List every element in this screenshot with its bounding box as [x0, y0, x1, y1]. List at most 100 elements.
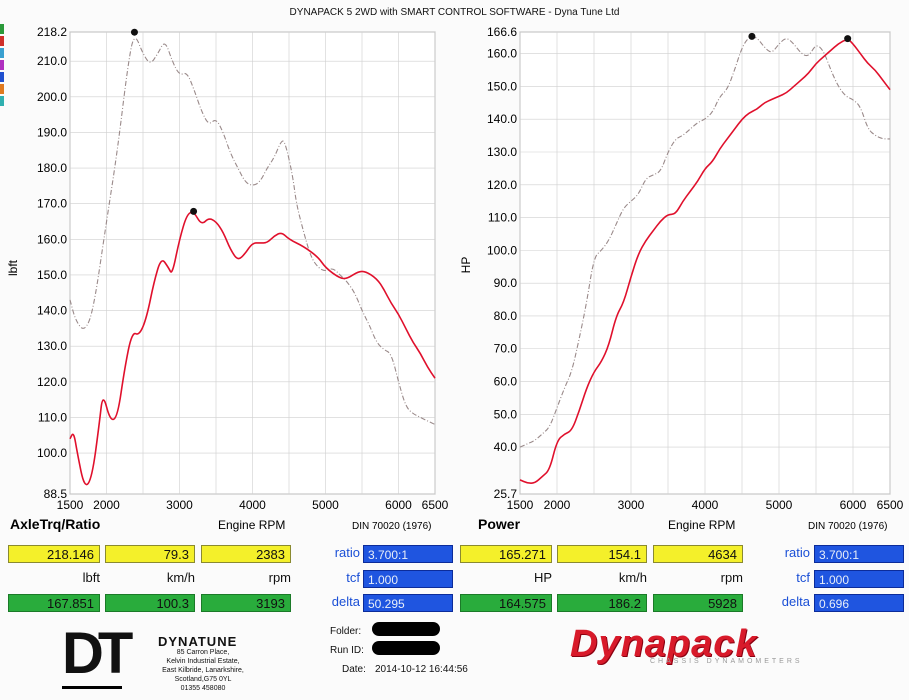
- dynapack-wordmark: Dynapack: [570, 623, 758, 665]
- y-tick-label: 120.0: [487, 178, 517, 192]
- secondary-power-speed: 186.2: [557, 594, 647, 612]
- address-line: East Kilbride, Lanarkshire,: [162, 667, 244, 674]
- tcf-value: 1.000: [814, 570, 904, 588]
- y-tick-label: 110.0: [488, 211, 517, 225]
- ratio-label: ratio: [334, 545, 360, 560]
- color-swatch: [0, 24, 4, 34]
- secondary-torque-value: 167.851: [8, 594, 100, 612]
- date-label: Date:: [342, 664, 366, 675]
- delta-label: delta: [781, 594, 810, 609]
- x-tick-label: 4000: [692, 498, 719, 512]
- secondary-torque-rpm: 3193: [201, 594, 291, 612]
- y-tick-label: 150.0: [487, 79, 517, 93]
- y-tick-label: 200.0: [37, 90, 67, 104]
- color-swatch: [0, 36, 4, 46]
- ratio-label: ratio: [784, 545, 810, 560]
- y-tick-label: 88.5: [44, 487, 68, 501]
- x-tick-label: 3000: [166, 498, 193, 512]
- peak-power-rpm: 4634: [653, 545, 743, 563]
- color-swatch: [0, 96, 4, 106]
- x-tick-label: 1500: [57, 498, 84, 512]
- x-tick-label: 5000: [766, 498, 793, 512]
- company-name: DYNATUNE: [158, 634, 238, 649]
- dynapack-tagline: CHASSIS DYNAMOMETERS: [650, 658, 803, 665]
- tcf-label: tcf: [796, 570, 810, 585]
- color-swatch: [0, 84, 4, 94]
- y-tick-label: 170.0: [37, 197, 67, 211]
- chart-title: Power: [478, 516, 521, 532]
- run-id-label: Run ID:: [330, 645, 364, 656]
- x-tick-label: 6000: [840, 498, 867, 512]
- power-dashed-curve: [519, 36, 890, 448]
- x-tick-label: 5000: [312, 498, 339, 512]
- power-solid-curve: [519, 39, 891, 485]
- y-tick-label: 100.0: [37, 446, 67, 460]
- address-line: Scotland,G75 0YL: [174, 676, 232, 683]
- chart-note: DIN 70020 (1976): [352, 521, 432, 532]
- dynatune-logo: DT: [62, 622, 142, 694]
- unit-label: km/h: [618, 570, 647, 585]
- chart-note: DIN 70020 (1976): [808, 521, 888, 532]
- y-tick-label: 40.0: [494, 440, 518, 454]
- dt-logo-mark: DT: [62, 621, 133, 686]
- x-tick-label: 3000: [618, 498, 645, 512]
- color-swatch: [0, 48, 4, 58]
- unit-label: HP: [533, 570, 552, 585]
- torque-peak-marker: [190, 207, 198, 215]
- x-tick-label: 2000: [93, 498, 120, 512]
- unit-label: lbft: [82, 570, 100, 585]
- y-axis-label: lbft: [6, 259, 20, 276]
- torque-dashed-curve: [69, 38, 436, 425]
- unit-label: rpm: [268, 570, 291, 585]
- chart-title: AxleTrq/Ratio: [10, 516, 100, 532]
- y-tick-label: 140.0: [487, 112, 517, 126]
- y-tick-label: 160.0: [37, 232, 67, 246]
- y-tick-label: 70.0: [494, 342, 518, 356]
- peak-torque-value: 218.146: [8, 545, 100, 563]
- peak-power-value: 165.271: [460, 545, 552, 563]
- delta-value: 0.696: [814, 594, 904, 612]
- folder-redaction: [372, 622, 440, 636]
- color-swatch: [0, 72, 4, 82]
- x-tick-label: 6500: [422, 498, 449, 512]
- y-tick-label: 90.0: [494, 276, 518, 290]
- ratio-value: 3.700:1: [814, 545, 904, 563]
- y-tick-label: 25.7: [494, 487, 518, 501]
- peak-torque-rpm: 2383: [201, 545, 291, 563]
- secondary-power-rpm: 5928: [653, 594, 743, 612]
- address-line: 01355 458080: [180, 685, 226, 692]
- folder-label: Folder:: [330, 626, 362, 637]
- logo-underline: [62, 686, 122, 689]
- y-tick-label: 80.0: [494, 309, 518, 323]
- peak-power-speed: 154.1: [557, 545, 647, 563]
- unit-label: km/h: [166, 570, 195, 585]
- power-peak-marker: [844, 35, 852, 43]
- secondary-torque-speed: 100.3: [105, 594, 195, 612]
- y-tick-label: 110.0: [38, 410, 67, 424]
- report-header: DYNAPACK 5 2WD with SMART CONTROL SOFTWA…: [289, 7, 620, 18]
- address-line: Kelvin Industrial Estate,: [166, 658, 240, 665]
- y-tick-label: 150.0: [37, 268, 67, 282]
- ratio-value: 3.700:1: [363, 545, 453, 563]
- power-peak-marker: [748, 32, 756, 40]
- x-tick-label: 4000: [239, 498, 266, 512]
- color-swatch: [0, 60, 4, 70]
- y-tick-label: 166.6: [487, 25, 517, 39]
- y-tick-label: 100.0: [487, 243, 517, 257]
- power-chart: 25.7 40.0 50.0 60.0 70.0 80.0 90.0 100.0 110.0 12…: [459, 25, 904, 532]
- y-tick-label: 218.2: [37, 25, 67, 39]
- x-axis-label: Engine RPM: [668, 518, 735, 532]
- y-tick-label: 120.0: [37, 375, 67, 389]
- dynapack-logo: Dynapack CHASSIS DYNAMOMETERS: [570, 622, 870, 672]
- torque-chart: 88.5 100.0 110.0 120.0 130.0 140.0 150.0 160.0 1…: [6, 25, 449, 532]
- y-tick-label: 60.0: [494, 375, 518, 389]
- torque-solid-curve: [69, 211, 436, 486]
- tcf-value: 1.000: [363, 570, 453, 588]
- y-tick-label: 130.0: [37, 339, 67, 353]
- x-axis-label: Engine RPM: [218, 518, 285, 532]
- peak-torque-speed: 79.3: [105, 545, 195, 563]
- y-tick-label: 50.0: [494, 407, 518, 421]
- tcf-label: tcf: [346, 570, 360, 585]
- y-tick-label: 180.0: [37, 161, 67, 175]
- company-address: 85 Carron Place, Kelvin Industrial Estat…: [138, 648, 268, 693]
